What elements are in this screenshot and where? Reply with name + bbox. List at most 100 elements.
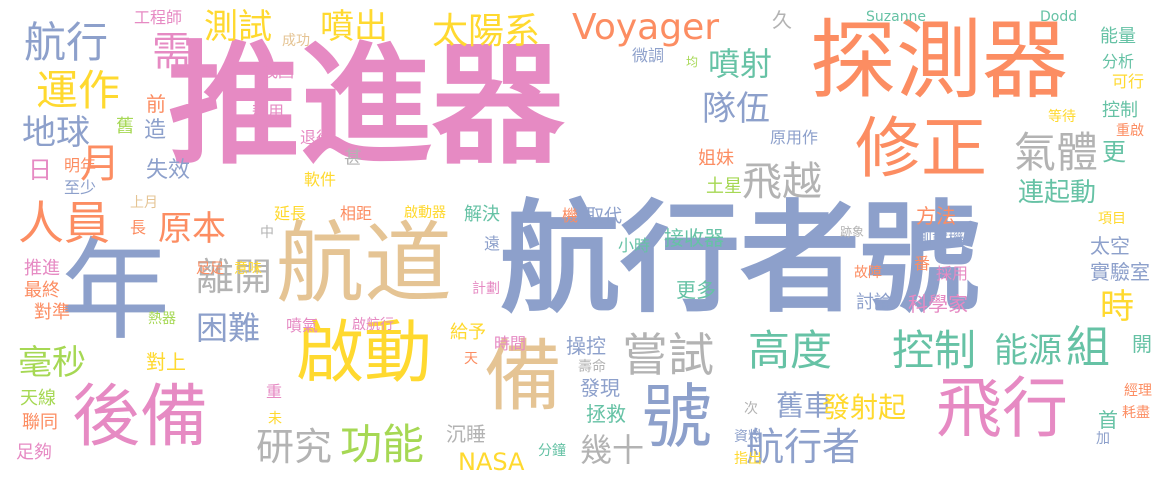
word-control-2: 控制 [1102,102,1138,120]
word-enough: 足夠 [16,444,52,462]
word-feasible: 可行 [1112,74,1144,90]
word-manipulate: 操控 [566,336,606,356]
word-eject: 噴出 [320,10,388,44]
word-at-least: 至少 [64,180,96,196]
word-final: 最終 [24,282,60,300]
word-meaning: 意味 [234,262,262,276]
word-sign: 跡象 [840,226,864,238]
word-backup: 後備 [72,384,208,452]
word-antenna: 天線 [20,390,56,408]
word-saturn: 土星 [706,178,742,196]
word-difficult: 困難 [196,312,260,344]
word-course: 航道 [276,220,452,308]
word-sister: 姐妹 [698,150,734,168]
word-long: 久 [772,10,792,30]
word-restart: 連起動 [1018,180,1096,206]
word-consume: 耗用 [252,104,284,120]
word-analyze: 分析 [1102,54,1134,70]
word-minute: 分鐘 [538,444,566,458]
word-not-yet: 未 [268,412,282,426]
word-plan: 計劃 [472,282,500,296]
word-voyager-en: Voyager [572,10,719,46]
word-heavy: 重 [266,384,282,400]
word-manager: 經理 [1124,384,1152,398]
word-all: 均 [686,56,698,68]
word-sky: 天 [464,352,478,366]
word-test: 測試 [204,10,272,44]
word-dozens: 幾十 [580,434,644,466]
word-research: 研究 [256,428,332,466]
word-group: 組 [1066,326,1110,370]
word-energy: 能源 [994,334,1062,368]
word-together: 聯同 [22,414,58,432]
word-more: 更 [1102,140,1126,164]
word-finetune: 微調 [632,48,664,64]
word-align: 對上 [146,352,186,372]
word-voyager-zhe: 航行者 [746,428,860,466]
word-more-2: 更多 [676,280,716,300]
word-machine: 機 [562,208,578,224]
word-point-out: 指出 [734,452,762,466]
word-reboot: 重啟 [1116,124,1144,138]
word-exhaust: 耗盡 [1122,406,1150,420]
word-day: 日 [28,158,52,182]
word-correction: 修正 [855,116,987,182]
word-try: 嘗試 [622,332,714,378]
word-navigate: 航行 [24,22,108,64]
word-data: 資料 [734,430,762,444]
word-retire: 退役 [300,130,332,146]
word-probe: 探測器 [810,18,1068,104]
word-control: 控制 [892,330,976,372]
word-times: 次 [744,402,758,416]
word-function: 功能 [340,424,424,466]
word-originally-used: 原用作 [770,130,818,146]
word-far: 遠 [484,236,500,252]
word-success: 成功 [282,34,310,48]
word-jet-gas: 噴氣 [286,318,318,334]
word-energy-2: 能量 [1100,28,1136,46]
word-adopt: 採用 [936,266,968,282]
word-lifespan: 壽命 [578,360,606,374]
word-before: 前 [146,94,166,114]
word-hao: 號 [642,382,712,452]
word-receiver: 接收器 [664,228,724,248]
word-make: 造 [144,120,166,142]
word-suzanne: Suzanne [866,10,926,24]
word-dodd: Dodd [1040,10,1077,24]
word-old: 舊 [116,118,134,136]
word-solar-system: 太陽系 [432,14,540,50]
word-gas: 氣體 [1014,132,1098,174]
word-time: 時 [1100,290,1134,324]
word-millisecond: 毫秒 [18,346,86,380]
word-fault: 故障 [854,266,882,280]
word-head: 首 [1098,410,1118,430]
word-discuss: 討論 [856,294,892,312]
word-fully: 足足 [196,262,224,276]
word-next-year: 明年 [64,158,96,174]
word-launch: 發射起 [822,394,906,422]
word-rescue: 拯救 [586,404,626,424]
word-fail: 失效 [146,160,190,182]
word-middle: 中 [260,226,274,240]
word-open: 開 [1132,334,1152,354]
word-heater: 熱器 [148,312,176,326]
word-engineer: 工程師 [134,10,182,26]
word-last-month: 上月 [130,196,158,210]
word-even: 甚 [344,150,362,168]
word-software: 軟件 [304,172,336,188]
word-wait: 等待 [1048,110,1076,124]
word-operate: 運作 [36,70,120,112]
word-dormant: 沉睡 [446,424,486,444]
word-scientist: 科學家 [908,294,968,314]
word-solve: 解決 [464,206,500,224]
word-testbed: 測試機 [916,232,964,248]
word-starter: 啟動器 [404,206,446,220]
word-flight: 飛行 [936,376,1068,442]
word-project: 項目 [1098,212,1126,226]
word-space: 太空 [1090,236,1130,256]
word-flyby: 飛越 [742,162,822,202]
word-chang: 長 [130,220,146,236]
word-personnel: 人員 [18,200,110,246]
word-altitude: 高度 [748,330,832,372]
